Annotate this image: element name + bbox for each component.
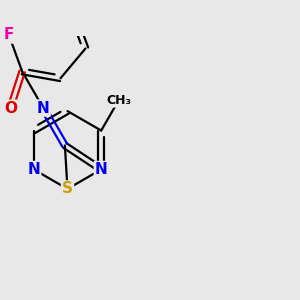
Text: N: N [27,162,40,177]
Text: N: N [37,100,50,116]
Text: O: O [4,101,17,116]
Text: S: S [62,182,73,196]
Text: F: F [4,27,14,42]
Text: CH₃: CH₃ [106,94,131,106]
Text: N: N [95,162,108,177]
